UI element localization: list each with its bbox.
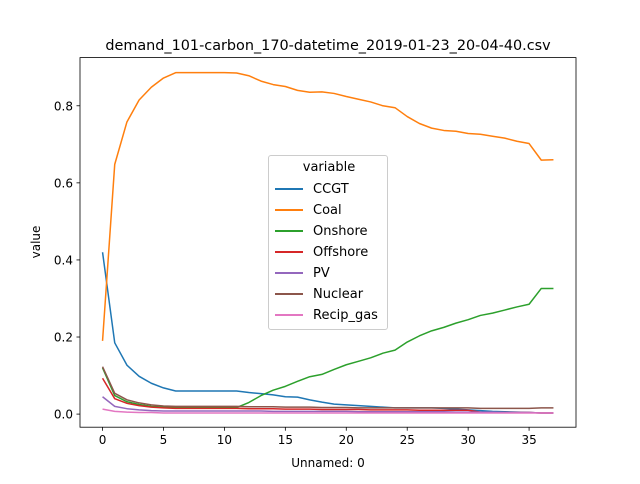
legend-swatch — [275, 230, 303, 232]
legend-item: Offshore — [275, 242, 368, 262]
x-tick-label: 10 — [217, 433, 232, 447]
series-line-onshore — [101, 287, 554, 409]
x-tick-label: 35 — [521, 433, 536, 447]
legend-item: CCGT — [275, 179, 349, 199]
y-tick-label: 0.0 — [54, 408, 73, 422]
legend-swatch — [275, 293, 303, 295]
series-layer — [101, 71, 554, 414]
y-tick-label: 0.8 — [54, 99, 73, 113]
series-line-recip-gas — [102, 408, 554, 414]
x-tick-label: 30 — [461, 433, 476, 447]
legend-label: Offshore — [313, 244, 369, 260]
plot-frame — [79, 57, 577, 428]
legend-swatch — [275, 209, 303, 211]
x-tick-label: 25 — [400, 433, 415, 447]
y-tick-label: 0.2 — [54, 331, 73, 345]
x-tick-label: 0 — [99, 433, 107, 447]
legend-label: PV — [313, 265, 330, 281]
legend-item: Coal — [275, 200, 342, 220]
series-line-pv — [102, 396, 554, 414]
y-tick-label: 0.6 — [54, 176, 73, 190]
legend-item: Recip_gas — [275, 305, 378, 325]
series-line-ccgt — [101, 252, 554, 414]
y-axis-label: value — [29, 226, 43, 259]
legend-item: PV — [275, 263, 330, 283]
legend-item: Onshore — [275, 221, 368, 241]
x-tick-label: 5 — [160, 433, 168, 447]
legend-swatch — [275, 272, 303, 274]
legend-label: Nuclear — [313, 286, 364, 302]
ticks-layer: 0 5 10 15 20 25 30 35 0.0 0.2 0.4 0.6 0.8 — [54, 99, 537, 447]
y-tick-label: 0.4 — [54, 253, 73, 267]
series-line-nuclear — [101, 366, 554, 410]
legend-swatch — [275, 314, 303, 316]
legend-title: variable — [302, 160, 356, 175]
legend-swatch — [275, 188, 303, 190]
x-axis-label: Unnamed: 0 — [291, 456, 365, 470]
x-tick-label: 20 — [339, 433, 354, 447]
legend-label: Coal — [313, 202, 342, 218]
legend: variable CCGT Coal Onshore Offshore PV Nuclea… — [268, 155, 388, 330]
legend-label: Onshore — [313, 223, 368, 239]
series-line-coal — [101, 71, 554, 341]
legend-label: Recip_gas — [313, 307, 378, 323]
legend-swatch — [275, 251, 303, 253]
x-tick-label: 15 — [278, 433, 293, 447]
legend-label: CCGT — [313, 181, 349, 197]
chart-title: demand_101-carbon_170-datetime_2019-01-2… — [105, 38, 551, 54]
legend-item: Nuclear — [275, 284, 363, 304]
